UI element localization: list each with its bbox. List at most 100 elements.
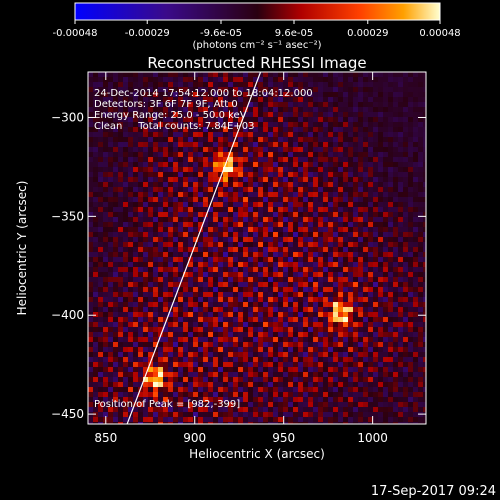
heatmap-cell xyxy=(353,172,358,177)
heatmap-cell xyxy=(108,162,113,167)
heatmap-cell xyxy=(158,92,163,97)
heatmap-cell xyxy=(138,227,143,232)
heatmap-cell xyxy=(258,332,263,337)
heatmap-cell xyxy=(148,177,153,182)
heatmap-cell xyxy=(198,237,203,242)
heatmap-cell xyxy=(243,267,248,272)
heatmap-cell xyxy=(403,412,408,417)
heatmap-cell xyxy=(403,382,408,387)
heatmap-cell xyxy=(143,222,148,227)
heatmap-cell xyxy=(183,172,188,177)
heatmap-cell xyxy=(213,242,218,247)
heatmap-cell xyxy=(248,282,253,287)
heatmap-cell xyxy=(243,157,248,162)
heatmap-cell xyxy=(188,197,193,202)
heatmap-cell xyxy=(168,237,173,242)
heatmap-cell xyxy=(258,117,263,122)
heatmap-cell xyxy=(253,222,258,227)
heatmap-cell xyxy=(353,282,358,287)
heatmap-cell xyxy=(348,352,353,357)
heatmap-cell xyxy=(238,162,243,167)
heatmap-cell xyxy=(283,102,288,107)
heatmap-cell xyxy=(268,362,273,367)
heatmap-cell xyxy=(373,122,378,127)
heatmap-cell xyxy=(188,122,193,127)
heatmap-cell xyxy=(308,387,313,392)
heatmap-cell xyxy=(153,422,158,424)
heatmap-cell xyxy=(358,222,363,227)
heatmap-cell xyxy=(328,77,333,82)
heatmap-cell xyxy=(313,337,318,342)
heatmap-cell xyxy=(313,282,318,287)
heatmap-cell xyxy=(238,212,243,217)
heatmap-cell xyxy=(213,237,218,242)
heatmap-cell xyxy=(183,197,188,202)
heatmap-cell xyxy=(368,92,373,97)
heatmap-cell xyxy=(313,97,318,102)
heatmap-cell xyxy=(153,112,158,117)
heatmap-cell xyxy=(188,357,193,362)
heatmap-cell xyxy=(238,142,243,147)
heatmap-cell xyxy=(388,382,393,387)
heatmap-cell xyxy=(253,122,258,127)
heatmap-cell xyxy=(178,372,183,377)
heatmap-cell xyxy=(258,87,263,92)
heatmap-cell xyxy=(343,287,348,292)
heatmap-cell xyxy=(283,387,288,392)
heatmap-cell xyxy=(228,192,233,197)
heatmap-cell xyxy=(283,282,288,287)
heatmap-cell xyxy=(298,237,303,242)
heatmap-cell xyxy=(343,242,348,247)
heatmap-cell xyxy=(373,127,378,132)
heatmap-cell xyxy=(248,217,253,222)
heatmap-cell xyxy=(258,417,263,422)
heatmap-cell xyxy=(88,352,93,357)
heatmap-cell xyxy=(103,92,108,97)
heatmap-cell xyxy=(403,267,408,272)
heatmap-cell xyxy=(408,182,413,187)
heatmap-cell xyxy=(418,267,423,272)
heatmap-cell xyxy=(238,272,243,277)
heatmap-cell xyxy=(393,407,398,412)
heatmap-cell xyxy=(408,217,413,222)
heatmap-cell xyxy=(328,202,333,207)
heatmap-cell xyxy=(103,347,108,352)
heatmap-cell xyxy=(188,212,193,217)
heatmap-cell xyxy=(213,197,218,202)
heatmap-cell xyxy=(328,407,333,412)
heatmap-cell xyxy=(98,402,103,407)
heatmap-cell xyxy=(108,202,113,207)
heatmap-cell xyxy=(323,332,328,337)
heatmap-cell xyxy=(418,257,423,262)
heatmap-cell xyxy=(278,237,283,242)
heatmap-cell xyxy=(248,307,253,312)
heatmap-cell xyxy=(423,192,426,197)
heatmap-cell xyxy=(268,77,273,82)
heatmap-cell xyxy=(228,187,233,192)
heatmap-cell xyxy=(128,327,133,332)
heatmap-cell xyxy=(133,352,138,357)
heatmap-cell xyxy=(168,347,173,352)
heatmap-cell xyxy=(318,357,323,362)
heatmap-cell xyxy=(213,327,218,332)
heatmap-cell xyxy=(218,392,223,397)
heatmap-cell xyxy=(163,347,168,352)
heatmap-cell xyxy=(213,127,218,132)
heatmap-cell xyxy=(378,122,383,127)
heatmap-cell xyxy=(313,87,318,92)
heatmap-cell xyxy=(158,112,163,117)
heatmap-cell xyxy=(233,332,238,337)
heatmap-cell xyxy=(303,267,308,272)
heatmap-cell xyxy=(108,192,113,197)
heatmap-cell xyxy=(378,77,383,82)
heatmap-cell xyxy=(128,122,133,127)
heatmap-cell xyxy=(128,387,133,392)
heatmap-cell xyxy=(148,262,153,267)
heatmap-cell xyxy=(333,282,338,287)
heatmap-cell xyxy=(223,197,228,202)
heatmap-cell xyxy=(183,202,188,207)
heatmap-cell xyxy=(328,392,333,397)
heatmap-cell xyxy=(133,162,138,167)
heatmap-cell xyxy=(223,397,228,402)
heatmap-cell xyxy=(328,127,333,132)
